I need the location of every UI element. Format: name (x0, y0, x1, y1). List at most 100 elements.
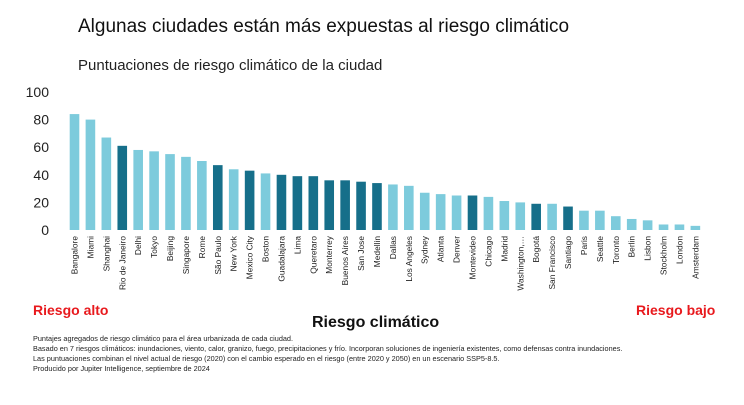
x-tick-label: Santiago (563, 236, 573, 269)
bar (165, 154, 175, 230)
y-axis: 100 80 60 40 20 0 (26, 84, 50, 238)
chart-title: Algunas ciudades están más expuestas al … (78, 16, 570, 37)
footnote: Las puntuaciones combinan el nivel actua… (33, 354, 500, 363)
bar (499, 201, 510, 230)
bar (308, 176, 319, 230)
x-tick-label: Berlin (627, 236, 637, 258)
bars (69, 114, 701, 230)
x-tick-label: Washington,… (515, 236, 525, 291)
bar (547, 203, 557, 230)
bar (197, 161, 207, 230)
bar (690, 225, 701, 230)
x-tick-label: Denver (452, 236, 462, 263)
bar (563, 206, 573, 230)
bar (260, 173, 271, 230)
bar (244, 170, 255, 230)
x-tick-label: San Jose (356, 236, 366, 271)
y-tick-label: 80 (33, 112, 49, 128)
risk-high-label: Riesgo alto (33, 302, 109, 318)
bar (101, 137, 112, 230)
x-tick-label: Bangalore (70, 236, 80, 275)
bar-chart: 100 80 60 40 20 0 Bangalore Miami Shanghai Rio d… (26, 84, 701, 291)
footnotes: Puntajes agregados de riesgo climático p… (33, 334, 733, 374)
x-tick-label: Monterrey (324, 235, 334, 274)
bar (642, 220, 653, 230)
x-tick-label: Rome (197, 236, 207, 259)
bar (85, 119, 96, 230)
bar (340, 180, 350, 230)
bar (515, 202, 526, 230)
bar (467, 195, 478, 230)
bar (404, 185, 414, 230)
y-tick-label: 40 (33, 167, 49, 183)
bar (133, 149, 143, 230)
footnote: Basado en 7 riesgos climáticos: inundaci… (33, 344, 623, 353)
bar (228, 169, 239, 230)
x-axis-title: Riesgo climático (312, 314, 440, 331)
bar (69, 114, 80, 230)
x-tick-label: Shanghai (101, 236, 111, 272)
bar (451, 195, 462, 230)
x-tick-label: Buenos Aires (340, 236, 350, 285)
bar (292, 176, 303, 230)
x-tick-label: Rio de Janeiro (117, 236, 127, 290)
x-tick-label: New York (229, 235, 239, 271)
x-tick-label: Miami (85, 236, 95, 258)
x-tick-label: Sydney (420, 235, 430, 264)
x-tick-label: Tokyo (149, 236, 159, 258)
x-tick-label: Montevideo (468, 236, 478, 280)
bar (626, 218, 637, 230)
bar (435, 194, 446, 230)
bar (388, 184, 398, 230)
bar (276, 174, 287, 230)
y-tick-label: 0 (41, 222, 49, 238)
x-tick-label: Amsterdam (690, 236, 700, 279)
bar (117, 145, 128, 230)
x-axis-labels: Bangalore Miami Shanghai Rio de Janeiro Delh… (70, 235, 701, 290)
y-tick-label: 60 (33, 139, 49, 155)
bar (674, 224, 685, 230)
bar (372, 183, 382, 230)
x-tick-label: Atlanta (436, 236, 446, 262)
y-tick-label: 100 (26, 84, 50, 100)
bar (181, 156, 191, 230)
x-tick-label: Toronto (611, 236, 621, 264)
x-tick-label: London (674, 236, 684, 264)
x-tick-label: Lisbon (643, 236, 653, 261)
x-tick-label: Chicago (483, 236, 493, 267)
x-tick-label: São Paulo (213, 236, 223, 275)
risk-low-label: Riesgo bajo (636, 302, 716, 318)
x-tick-label: Medellin (372, 236, 382, 268)
bar (356, 181, 366, 230)
x-tick-label: San Francisco (547, 236, 557, 290)
x-tick-label: Singapore (181, 236, 191, 275)
bar (579, 210, 589, 230)
bar (595, 210, 605, 230)
x-tick-label: Guadalajara (276, 236, 286, 282)
bar (212, 165, 223, 230)
x-tick-label: Seattle (595, 236, 605, 262)
bar (483, 196, 494, 230)
x-tick-label: Mexico City (245, 235, 255, 279)
footnote: Puntajes agregados de riesgo climático p… (33, 334, 294, 343)
bar (419, 192, 430, 230)
x-tick-label: Queretaro (308, 236, 318, 274)
x-tick-label: Lima (292, 236, 302, 254)
bar (324, 180, 335, 230)
x-tick-label: Beijing (165, 236, 175, 261)
x-tick-label: Los Angeles (404, 236, 414, 282)
bar (610, 216, 621, 230)
footnote: Producido por Jupiter Intelligence, sept… (33, 364, 210, 373)
x-tick-label: Paris (579, 236, 589, 255)
x-tick-label: Dallas (388, 236, 398, 259)
x-tick-label: Bogotá (531, 236, 541, 263)
bar (531, 203, 541, 230)
y-tick-label: 20 (33, 194, 49, 210)
bar (149, 151, 159, 230)
x-tick-label: Delhi (133, 236, 143, 255)
x-tick-label: Madrid (499, 236, 509, 262)
chart-subtitle: Puntuaciones de riesgo climático de la c… (78, 57, 383, 74)
x-tick-label: Boston (261, 236, 271, 262)
bar (658, 224, 669, 230)
x-tick-label: Stockholm (659, 236, 669, 275)
